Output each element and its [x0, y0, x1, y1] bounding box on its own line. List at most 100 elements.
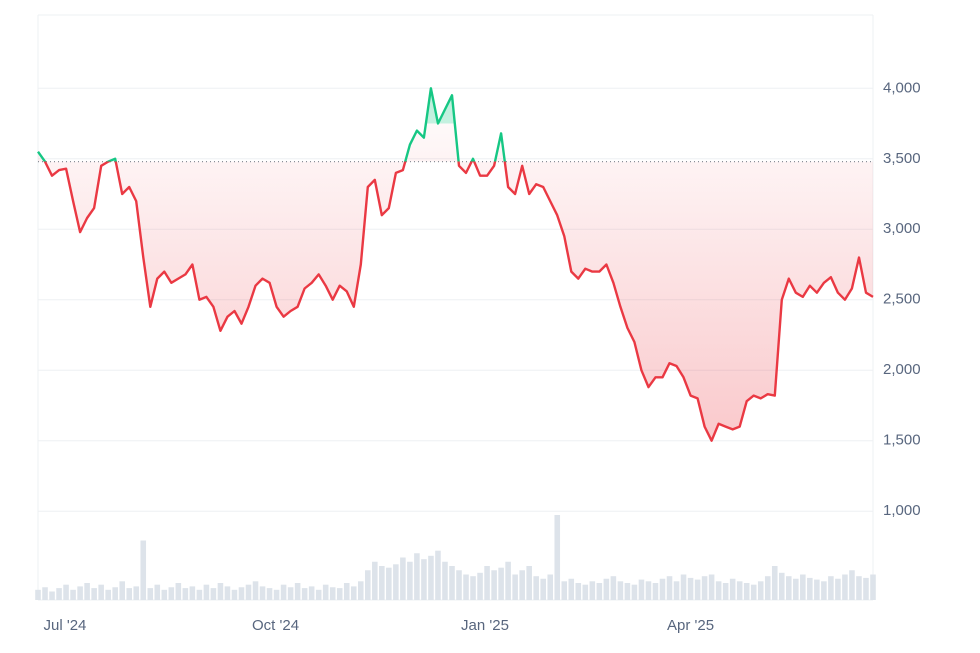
volume-bar: [842, 574, 848, 600]
volume-bar: [70, 589, 76, 600]
volume-bar: [828, 576, 834, 600]
volume-bar: [336, 588, 343, 600]
x-tick-label: Apr '25: [667, 617, 714, 634]
price-area: [38, 88, 873, 441]
volume-bar: [98, 584, 104, 600]
volume-bar: [435, 550, 441, 600]
volume-bar: [182, 588, 189, 600]
volume-bar: [561, 581, 568, 600]
volume-bar: [77, 586, 83, 600]
volume-bar: [91, 588, 97, 600]
volume-bar: [512, 574, 518, 600]
volume-bar: [407, 561, 413, 600]
volume-bar: [112, 587, 118, 600]
volume-bar: [280, 584, 287, 600]
x-tick-label: Jul '24: [43, 617, 86, 634]
volume-bar: [589, 581, 596, 600]
y-tick-label: 2,000: [883, 361, 921, 378]
volume-bar: [743, 583, 750, 600]
volume-bar: [63, 584, 69, 600]
volume-bar: [694, 579, 701, 600]
volume-bar: [35, 589, 41, 600]
volume-bar: [764, 576, 771, 600]
volume-bar: [400, 557, 406, 600]
volume-bar: [350, 586, 357, 600]
volume-bar: [786, 576, 792, 600]
volume-bar: [175, 583, 182, 600]
volume-bar: [105, 589, 111, 600]
volume-bar: [800, 574, 806, 600]
volume-bar: [645, 581, 652, 600]
volume-bar: [505, 561, 511, 600]
x-tick-label: Jan '25: [461, 617, 509, 634]
volume-bar: [449, 566, 455, 600]
volume-bar: [856, 576, 862, 600]
volume-bar: [322, 584, 329, 600]
volume-bar: [554, 515, 561, 600]
volume-bar: [126, 588, 133, 600]
volume-bar: [147, 588, 154, 600]
volume-bar: [414, 553, 420, 600]
volume-bar: [245, 584, 252, 600]
volume-bar: [238, 587, 245, 600]
volume-bar: [189, 586, 196, 600]
y-tick-label: 1,500: [883, 432, 921, 449]
volume-bar: [533, 576, 539, 600]
volume-bar: [386, 567, 392, 600]
volume-bar: [287, 587, 294, 600]
volume-bar: [610, 576, 617, 600]
volume-bar: [750, 584, 757, 600]
volume-bar: [477, 572, 483, 600]
volume-bar: [708, 574, 715, 600]
volume-bar: [365, 570, 371, 600]
volume-bar: [757, 581, 764, 600]
volume-bar: [771, 566, 778, 600]
volume-bar: [294, 583, 301, 600]
volume-bar: [631, 584, 638, 600]
volume-bar: [442, 561, 448, 600]
volume-bar: [687, 577, 694, 600]
volume-bar: [56, 588, 62, 600]
volume-bar: [814, 579, 820, 600]
volume-bar: [266, 588, 273, 600]
volume-bar: [680, 574, 687, 600]
volume-bar: [491, 570, 497, 600]
volume-bar: [154, 584, 161, 600]
volume-bar: [329, 587, 336, 600]
volume-bar: [484, 566, 490, 600]
volume-bar: [778, 572, 785, 600]
volume-bar: [498, 567, 504, 600]
volume-bar: [49, 591, 55, 600]
volume-bar: [821, 581, 827, 600]
volume-bar: [421, 559, 427, 600]
volume-bar: [603, 578, 610, 600]
volume-bar: [308, 586, 315, 600]
volume-bar: [547, 574, 554, 600]
volume-bar: [596, 583, 603, 600]
volume-bar: [463, 574, 469, 600]
volume-bar: [835, 578, 841, 600]
volume-bar: [203, 584, 210, 600]
volume-bar: [357, 581, 364, 600]
volume-bar: [575, 583, 582, 600]
y-tick-label: 3,500: [883, 150, 921, 167]
volume-bar: [624, 583, 631, 600]
volume-bar: [379, 566, 385, 600]
price-line: [37, 87, 874, 442]
volume-bar: [673, 581, 680, 600]
volume-bar: [343, 583, 350, 600]
volume-bar: [722, 583, 729, 600]
volume-bar: [42, 587, 48, 600]
y-tick-label: 3,000: [883, 220, 921, 237]
volume-bar: [372, 561, 378, 600]
volume-bar: [652, 583, 659, 600]
volume-bar: [519, 570, 525, 600]
volume-bar: [217, 583, 224, 600]
volume-bar: [168, 587, 175, 600]
y-tick-label: 4,000: [883, 79, 921, 96]
volume-bar: [470, 576, 476, 600]
volume-bar: [161, 589, 168, 600]
volume-bar: [863, 577, 869, 600]
volume-bar: [84, 583, 90, 600]
